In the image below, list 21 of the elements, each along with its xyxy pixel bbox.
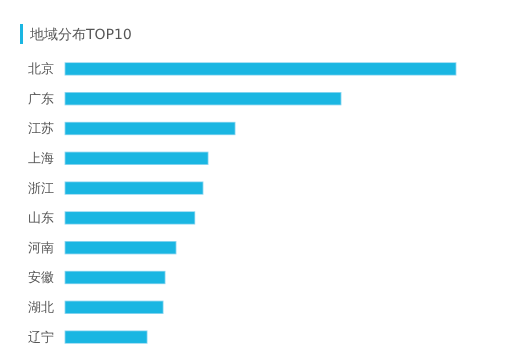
y-tick-label: 河南 xyxy=(28,240,54,256)
bar xyxy=(64,62,456,76)
y-tick-label: 安徽 xyxy=(28,270,54,286)
y-tick-label: 广东 xyxy=(28,92,54,107)
y-tick-label: 辽宁 xyxy=(28,329,54,346)
y-tick-label: 湖北 xyxy=(28,300,54,316)
bar xyxy=(64,270,166,284)
y-tick-label: 上海 xyxy=(28,151,54,166)
bar xyxy=(64,300,164,314)
y-tick-label: 山东 xyxy=(28,211,54,226)
bar xyxy=(64,152,209,165)
bar xyxy=(64,211,196,225)
chart-title: 地域分布TOP10 xyxy=(29,27,132,43)
bar xyxy=(64,92,342,106)
bar xyxy=(64,181,204,195)
bar xyxy=(64,241,176,254)
y-tick-label: 浙江 xyxy=(28,181,54,196)
y-tick-label: 北京 xyxy=(28,62,54,78)
y-tick-label: 江苏 xyxy=(28,122,54,137)
bar xyxy=(64,330,148,344)
bar xyxy=(64,122,236,136)
